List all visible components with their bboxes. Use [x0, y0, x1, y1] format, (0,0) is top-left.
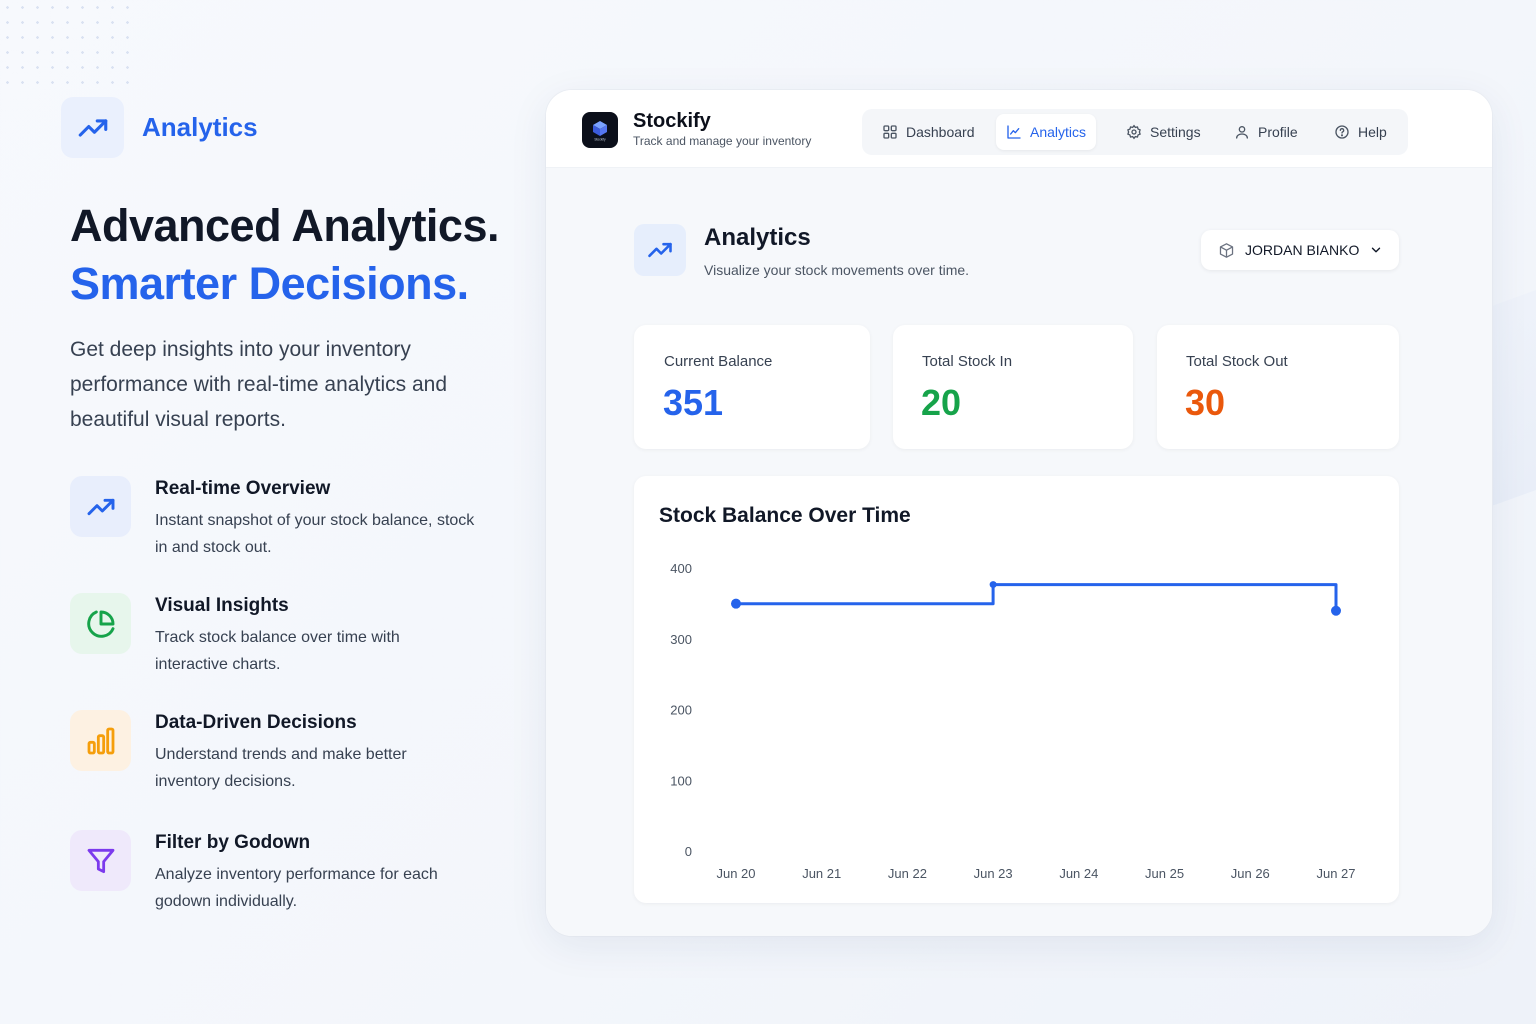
stat-label: Total Stock Out: [1186, 353, 1288, 370]
chevron-down-icon: [1372, 247, 1381, 253]
stock-balance-chart[interactable]: 0 100 200 300 400 Jun 20 Jun 21 Jun 22 Jun 23 Jun…: [634, 476, 1399, 903]
box-icon: [1219, 242, 1234, 258]
stat-total-stock-in: Total Stock In 20: [893, 325, 1133, 449]
feature-icon-box: [70, 593, 131, 654]
line-chart-icon: [1007, 125, 1021, 139]
brand-subtitle: Track and manage your inventory: [633, 134, 812, 148]
marketing-section: Analytics Advanced Analytics. Smarter De…: [0, 0, 520, 1024]
series-line: [736, 583, 1338, 611]
x-tick-label: Jun 21: [802, 866, 841, 881]
feature-description: Understand trends and make better invent…: [155, 746, 407, 790]
nav-label: Settings: [1150, 124, 1201, 140]
hero-title-line1: Advanced Analytics.: [70, 200, 500, 251]
nav-label: Profile: [1258, 124, 1298, 140]
gear-icon: [1127, 124, 1141, 140]
page-subtitle: Visualize your stock movements over time…: [704, 262, 970, 278]
feature-title: Visual Insights: [155, 595, 289, 616]
trending-up-icon: [648, 242, 672, 258]
nav-label: Help: [1358, 124, 1387, 140]
dot-pattern: [0, 0, 140, 90]
godown-selector-value: JORDAN BIANKO: [1245, 242, 1360, 258]
nav-settings[interactable]: Settings: [1116, 114, 1211, 150]
feature-icon-box: [70, 830, 131, 891]
analytics-content: Analytics Visualize your stock movements…: [546, 168, 1492, 936]
nav-label: Analytics: [1030, 124, 1087, 140]
user-icon: [1236, 126, 1248, 139]
nav-analytics[interactable]: Analytics: [996, 114, 1097, 150]
trending-up-icon: [78, 118, 107, 137]
godown-selector[interactable]: JORDAN BIANKO: [1201, 230, 1399, 270]
grid-icon: [883, 125, 897, 139]
stat-label: Total Stock In: [922, 353, 1013, 370]
x-tick-label: Jun 23: [974, 866, 1013, 881]
nav-dashboard[interactable]: Dashboard: [872, 114, 985, 150]
feature-icon-box: [70, 476, 131, 537]
feature-title: Filter by Godown: [155, 832, 311, 853]
brand-name: Stockify: [633, 110, 711, 132]
app-window: Stockify Stockify Track and manage your …: [546, 90, 1492, 936]
feature-description: Analyze inventory performance for each g…: [155, 866, 438, 910]
stat-label: Current Balance: [664, 353, 773, 370]
stat-value: 20: [921, 382, 962, 423]
feature-title: Real-time Overview: [155, 478, 331, 499]
bar-chart-icon: [87, 727, 114, 754]
badge-label: Analytics: [142, 112, 258, 142]
main-nav: Dashboard Analytics Settings Profile Hel…: [862, 109, 1408, 155]
page-title: Analytics: [704, 224, 811, 251]
box-logo-icon: Stockify: [593, 121, 607, 142]
y-tick-label: 300: [670, 632, 692, 647]
nav-profile[interactable]: Profile: [1224, 114, 1308, 150]
page-icon-box: [634, 224, 686, 276]
stat-value: 30: [1185, 382, 1226, 423]
data-point: [989, 581, 997, 589]
stat-current-balance: Current Balance 351: [634, 325, 870, 449]
x-tick-label: Jun 26: [1231, 866, 1270, 881]
hero-title-line2: Smarter Decisions.: [70, 258, 469, 309]
data-point: [1331, 605, 1341, 616]
x-tick-label: Jun 20: [716, 866, 755, 881]
stockify-logo[interactable]: Stockify: [582, 112, 618, 148]
hero-description: Get deep insights into your inventory pe…: [70, 338, 447, 431]
y-tick-label: 200: [670, 703, 692, 718]
feature-title: Data-Driven Decisions: [155, 712, 357, 733]
x-tick-label: Jun 27: [1316, 866, 1355, 881]
filter-icon: [87, 848, 114, 873]
stat-value: 351: [663, 382, 724, 423]
x-tick-label: Jun 24: [1059, 866, 1098, 881]
feature-description: Track stock balance over time with inter…: [155, 629, 400, 673]
x-tick-label: Jun 25: [1145, 866, 1184, 881]
feature-icon-box: [70, 710, 131, 771]
y-tick-label: 400: [670, 561, 692, 576]
y-tick-label: 100: [670, 773, 692, 788]
stock-balance-chart-card: Stock Balance Over Time 0 100 200 300 400 Jun…: [634, 476, 1399, 903]
x-tick-label: Jun 22: [888, 866, 927, 881]
help-circle-icon: [1335, 125, 1349, 139]
logo-text: Stockify: [594, 138, 606, 142]
chart-title: Stock Balance Over Time: [659, 504, 911, 527]
nav-label: Dashboard: [906, 124, 975, 140]
y-tick-label: 0: [685, 844, 692, 859]
feature-description: Instant snapshot of your stock balance, …: [155, 512, 475, 556]
nav-help[interactable]: Help: [1324, 114, 1397, 150]
top-bar: Stockify Stockify Track and manage your …: [546, 90, 1492, 168]
trending-up-icon: [87, 498, 114, 515]
analytics-badge: [61, 97, 124, 158]
data-point: [731, 598, 741, 609]
pie-chart-icon: [86, 610, 114, 638]
stat-total-stock-out: Total Stock Out 30: [1157, 325, 1399, 449]
